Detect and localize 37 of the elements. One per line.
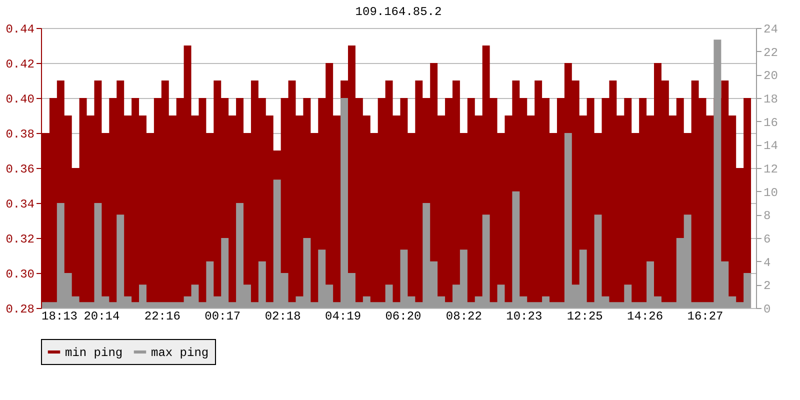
y2-tick-label: 18: [764, 92, 778, 106]
y-tick-label: 0.44: [6, 22, 34, 36]
y-tick-label: 0.38: [6, 128, 34, 142]
y2-tick-label: 14: [764, 139, 778, 154]
y2-tick-label: 4: [764, 256, 771, 270]
y2-tick-label: 22: [764, 46, 778, 60]
x-tick-label: 20:14: [84, 310, 120, 324]
y2-tick-label: 16: [764, 116, 778, 130]
x-tick-label: 12:25: [566, 310, 603, 324]
x-tick-label: 08:22: [446, 310, 482, 324]
x-tick-label: 14:26: [627, 310, 664, 324]
x-tick-label: 04:19: [325, 310, 362, 324]
legend-label: max ping: [151, 346, 209, 360]
y2-tick-label: 2: [764, 279, 771, 294]
y-tick-label: 0.34: [6, 198, 34, 212]
y2-tick-label: 24: [764, 22, 778, 36]
y2-tick-label: 8: [764, 209, 771, 224]
y2-tick-label: 20: [764, 69, 778, 84]
x-tick-label: 00:17: [204, 310, 241, 324]
chart-title: 109.164.85.2: [355, 5, 442, 19]
y-tick-label: 0.32: [6, 232, 34, 246]
y-tick-label: 0.40: [6, 92, 34, 106]
x-tick-label: 18:13: [42, 310, 78, 324]
x-tick-label: 16:27: [687, 310, 724, 324]
y-tick-label: 0.30: [6, 268, 34, 282]
y2-tick-label: 6: [764, 232, 771, 246]
y-tick-label: 0.28: [6, 302, 34, 316]
y-tick-label: 0.42: [6, 58, 34, 72]
x-tick-label: 22:16: [144, 310, 180, 324]
x-tick-label: 10:23: [506, 310, 542, 324]
y2-tick-label: 12: [764, 162, 778, 176]
y-tick-label: 0.36: [6, 162, 34, 176]
x-tick-label: 06:20: [385, 310, 422, 324]
y2-tick-label: 10: [764, 186, 778, 200]
y2-tick-label: 0: [764, 302, 771, 316]
legend-label: min ping: [65, 346, 123, 360]
x-tick-label: 02:18: [264, 310, 301, 324]
